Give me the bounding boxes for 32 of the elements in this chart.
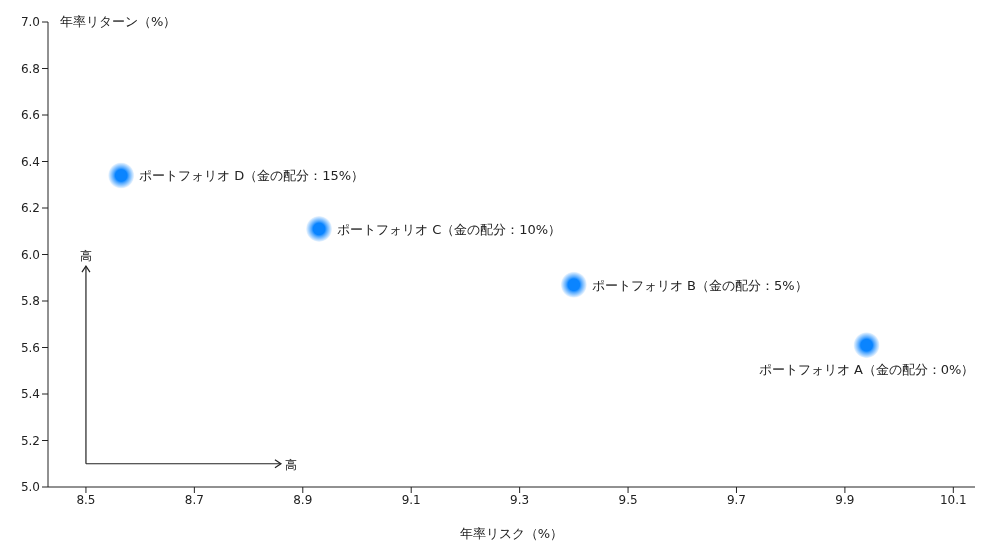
x-tick-label: 8.5 <box>76 492 96 507</box>
point <box>853 332 880 359</box>
y-tick-label: 7.0 <box>20 15 40 30</box>
annotation: 高 <box>79 249 92 264</box>
y-tick-label: 5.4 <box>20 387 40 402</box>
annotation: 高 <box>284 457 297 472</box>
y-tick-label: 6.4 <box>20 154 40 169</box>
x-tick-label: 9.7 <box>726 492 747 507</box>
x-tick-label: 8.7 <box>184 492 204 507</box>
x-axis-title: 年率リスク（%） <box>459 526 564 542</box>
annotation: ポートフォリオ D（金の配分：15%） <box>139 168 365 184</box>
point <box>306 215 333 242</box>
y-tick-label: 6.2 <box>20 201 40 216</box>
x-tick-label: 9.5 <box>618 492 638 507</box>
y-axis-title: 年率リターン（%） <box>60 13 177 31</box>
x-tick-label: 9.9 <box>835 492 855 507</box>
y-tick-label: 6.0 <box>20 247 40 262</box>
x-tick-label: 9.1 <box>401 492 421 507</box>
y-tick-label: 5.8 <box>20 294 40 309</box>
annotation: ポートフォリオ A（金の配分：0%） <box>758 362 975 378</box>
y-tick-label: 6.8 <box>20 61 40 76</box>
y-tick-label: 5.6 <box>20 340 40 355</box>
x-tick-label: 9.3 <box>510 492 530 507</box>
point <box>108 162 135 189</box>
annotation: ポートフォリオ C（金の配分：10%） <box>337 221 562 237</box>
annotation: ポートフォリオ B（金の配分：5%） <box>591 277 808 293</box>
x-tick-label: 10.1 <box>939 492 967 507</box>
y-tick-label: 5.0 <box>20 480 40 495</box>
point <box>560 271 587 298</box>
y-tick-label: 6.6 <box>20 108 40 123</box>
y-tick-label: 5.2 <box>20 433 40 448</box>
x-tick-label: 8.9 <box>293 492 313 507</box>
